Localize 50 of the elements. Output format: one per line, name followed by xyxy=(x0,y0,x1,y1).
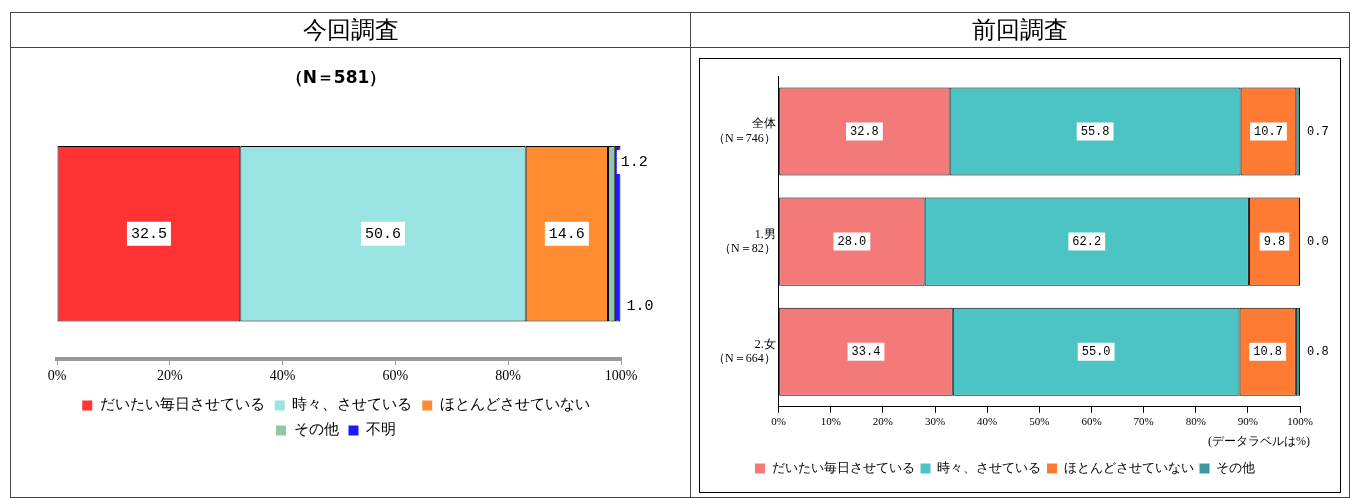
data-label: 0.8 xyxy=(1307,344,1329,359)
data-label: 1.0 xyxy=(626,297,654,315)
data-label: 0.0 xyxy=(1307,234,1329,249)
data-label: 50.6 xyxy=(364,225,401,243)
data-label: 32.5 xyxy=(130,225,167,243)
x-tick-label: 30% xyxy=(924,415,946,428)
data-label: 62.2 xyxy=(1072,234,1102,249)
x-tick-label: 40% xyxy=(977,415,998,428)
legend-label: だいたい毎日させている xyxy=(771,459,915,475)
y-tick-label: 2.女（N＝664） xyxy=(712,336,776,366)
x-tick-label: 10% xyxy=(820,415,841,428)
data-label: 32.8 xyxy=(850,124,879,139)
y-tick-label: 1.男（N＝82） xyxy=(718,226,776,255)
x-tick-label: 100% xyxy=(1287,415,1313,428)
x-tick-label: 100% xyxy=(604,368,638,384)
data-label: 55.0 xyxy=(1081,344,1111,359)
x-tick-label: 0% xyxy=(771,415,786,428)
legend-label: ほとんどさせていない xyxy=(439,395,590,414)
data-label: 33.4 xyxy=(851,344,881,359)
legend-label: 時々、させている xyxy=(292,395,413,414)
legend-label: その他 xyxy=(293,420,339,439)
data-label: 55.8 xyxy=(1080,124,1110,139)
x-tick-label: 90% xyxy=(1237,415,1258,428)
chart-title: 前回調査 xyxy=(691,13,1349,48)
data-label: 10.8 xyxy=(1253,344,1283,359)
data-label: 14.6 xyxy=(548,225,585,243)
data-label: 28.0 xyxy=(837,234,867,249)
legend-label: ほとんどさせていない xyxy=(1063,459,1194,475)
legend-label: その他 xyxy=(1216,459,1255,475)
legend-label: 時々、させている xyxy=(937,459,1041,475)
x-tick-label: 50% xyxy=(1029,415,1050,428)
x-tick-label: 70% xyxy=(1133,415,1154,428)
x-tick-label: 20% xyxy=(156,368,183,384)
x-tick-label: 40% xyxy=(269,368,296,384)
data-label: 9.8 xyxy=(1263,234,1286,249)
data-label: 0.7 xyxy=(1307,124,1329,139)
x-tick-label: 20% xyxy=(872,415,894,428)
data-label: 10.7 xyxy=(1254,124,1283,139)
y-tick-label: 全体（N＝746） xyxy=(712,116,776,145)
x-tick-label: 60% xyxy=(1081,415,1102,428)
chart-subtitle: （N＝581） xyxy=(285,66,387,87)
x-tick-label: 80% xyxy=(495,368,522,384)
legend-label: 不明 xyxy=(366,420,396,439)
data-label: 1.2 xyxy=(620,153,648,171)
text: (データラベルは%) xyxy=(1208,434,1310,449)
x-tick-label: 80% xyxy=(1185,415,1206,428)
legend-label: だいたい毎日させている xyxy=(99,395,265,414)
x-tick-label: 60% xyxy=(382,368,409,384)
chart-title: 今回調査 xyxy=(11,13,690,48)
x-tick-label: 0% xyxy=(47,368,67,384)
